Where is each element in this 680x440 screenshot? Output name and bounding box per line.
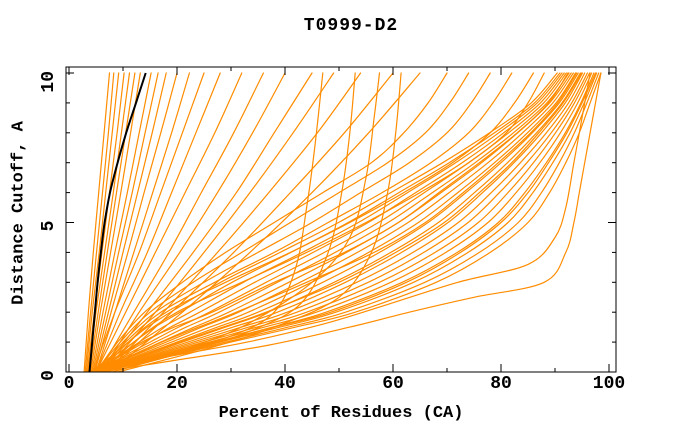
model-curve (98, 72, 491, 372)
model-curve (95, 72, 243, 372)
model-curve (93, 72, 167, 372)
model-curve (84, 72, 115, 372)
model-curve (98, 72, 513, 372)
model-curve (90, 72, 558, 372)
model-curve (95, 72, 581, 372)
model-curve (99, 72, 598, 372)
x-tick-label: 20 (166, 374, 188, 394)
model-curve (98, 72, 264, 372)
plot-frame (65, 66, 617, 373)
model-curve (94, 72, 574, 372)
model-curve (97, 72, 586, 372)
model-curve (93, 72, 572, 372)
x-tick-label: 60 (382, 374, 404, 394)
reference-curve-path (88, 72, 147, 372)
model-curve (83, 72, 111, 372)
x-axis-label: Percent of Residues (CA) (218, 404, 464, 423)
model-curve (100, 72, 600, 372)
model-curve (91, 72, 561, 372)
model-curve (94, 72, 577, 372)
model-curve (94, 72, 178, 372)
model-curve (92, 72, 205, 372)
model-curve (93, 72, 570, 372)
model-curve (95, 72, 579, 372)
model-curve (100, 72, 534, 372)
model-curve (92, 72, 567, 372)
model-curve (100, 72, 286, 372)
model-curve (91, 72, 563, 372)
tick-labels: 0 20 40 60 80 100 0 5 10 (39, 71, 625, 394)
model-curve (95, 72, 470, 372)
model-curve (92, 72, 159, 372)
x-tick-label: 80 (490, 374, 512, 394)
model-curve (98, 72, 593, 372)
model-curve (100, 72, 591, 372)
model-curve (95, 72, 448, 372)
model-curve (95, 72, 221, 372)
reference-curve (88, 72, 147, 372)
model-curve (103, 72, 335, 372)
chart-title: T0999-D2 (303, 16, 399, 36)
model-curve (90, 72, 141, 372)
model-curve (100, 72, 602, 372)
model-curve (94, 72, 578, 372)
axis-ticks (66, 67, 616, 373)
x-tick-label: 40 (274, 374, 296, 394)
model-curve (91, 72, 152, 372)
y-axis-label: Distance Cutoff, A (9, 121, 29, 305)
y-tick-label: 0 (39, 370, 59, 381)
model-curve (108, 72, 421, 372)
y-tick-label: 10 (39, 71, 59, 93)
model-curves (83, 72, 602, 372)
model-curve (88, 72, 136, 372)
model-curve (99, 72, 595, 372)
model-curve (97, 72, 588, 372)
model-curve (85, 72, 120, 372)
model-curve (98, 72, 591, 372)
x-tick-label: 100 (593, 374, 625, 394)
x-tick-label: 0 (64, 374, 75, 394)
model-curve (93, 72, 569, 372)
model-curve (98, 72, 597, 372)
y-tick-label: 5 (39, 221, 59, 232)
model-curve (92, 72, 565, 372)
model-curve (96, 72, 584, 372)
model-curve (96, 72, 583, 372)
